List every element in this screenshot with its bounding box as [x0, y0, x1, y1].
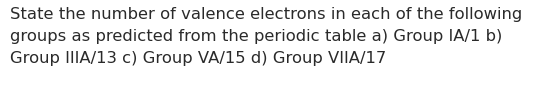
- Text: State the number of valence electrons in each of the following
groups as predict: State the number of valence electrons in…: [10, 7, 522, 66]
